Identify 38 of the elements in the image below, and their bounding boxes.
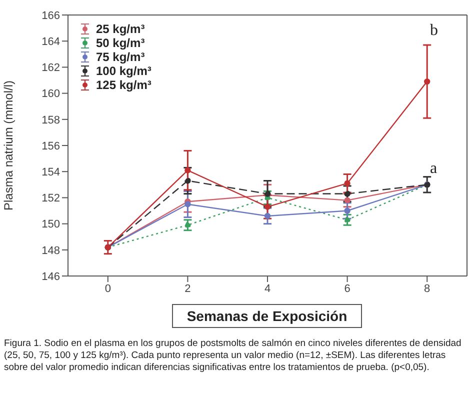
- annotation: b: [430, 22, 438, 40]
- point: [184, 167, 191, 174]
- point: [344, 190, 350, 197]
- legend-label: 75 kg/m³: [96, 50, 145, 64]
- x-axis-title: Semanas de Exposición: [172, 304, 362, 328]
- x-tick-label: 8: [424, 282, 430, 295]
- y-tick-label: 158: [42, 114, 60, 126]
- y-tick-label: 152: [42, 192, 60, 205]
- y-tick-label: 146: [42, 270, 60, 283]
- y-tick-label: 166: [42, 10, 60, 22]
- y-tick-label: 160: [42, 88, 60, 100]
- x-tick-label: 4: [264, 282, 271, 295]
- y-axis-title: Plasma natrium (mmol/l): [1, 80, 16, 211]
- y-tick-label: 156: [42, 140, 60, 152]
- x-tick-label: 6: [344, 282, 350, 295]
- point: [184, 178, 191, 184]
- point: [424, 78, 430, 85]
- legend-label: 50 kg/m³: [96, 36, 145, 50]
- x-tick-label: 0: [104, 282, 111, 295]
- point: [184, 222, 191, 228]
- legend-label: 25 kg/m³: [96, 22, 145, 36]
- point: [264, 204, 271, 210]
- point: [344, 208, 350, 214]
- y-tick-label: 148: [42, 244, 60, 257]
- point: [344, 216, 350, 223]
- annotation: a: [430, 160, 438, 178]
- y-tick-label: 150: [42, 218, 60, 231]
- point: [184, 201, 191, 208]
- y-tick-label: 164: [42, 36, 60, 48]
- point: [344, 180, 350, 186]
- point: [264, 212, 271, 220]
- legend-label: 125 kg/m³: [96, 78, 152, 92]
- text: Figura 1. Sodio en el plasma en los grupos de postsmolts de salmón en cinco niveles diferentes de densidad (25, 50, 75, 100 y 125 kg/m³). Cada punto representa un valor medio (n=12, ±SEM). Las diferentes letras sobre del valor promedio indican diferencias significativas entre los tratamientos de prueba. (p<0,05).: [4, 338, 462, 374]
- y-tick-label: 154: [42, 166, 60, 179]
- y-tick-label: 162: [42, 62, 60, 74]
- legend-label: 100 kg/m³: [96, 64, 152, 78]
- point: [344, 197, 350, 204]
- x-tick-label: 2: [184, 282, 191, 295]
